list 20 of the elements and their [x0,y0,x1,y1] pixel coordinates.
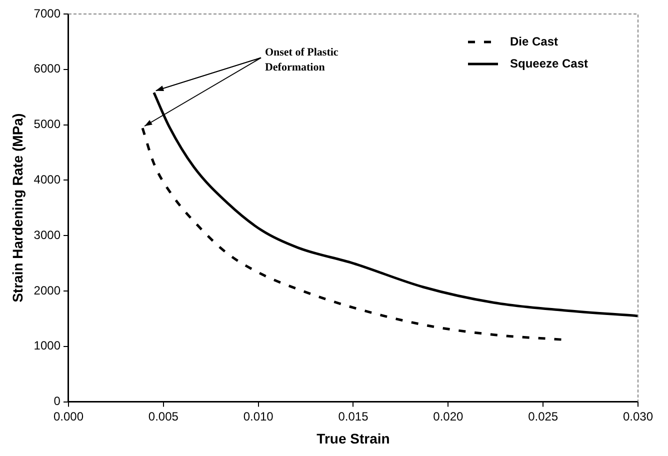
y-axis-title: Strain Hardening Rate (MPa) [9,113,26,302]
y-tick-label: 3000 [34,228,61,242]
y-tick-label: 7000 [34,6,61,20]
y-tick-label: 1000 [34,338,61,353]
x-axis-title: True Strain [316,430,390,446]
x-tick-label: 0.005 [148,409,179,424]
legend-label: Squeeze Cast [510,56,588,70]
y-tick-label: 6000 [34,62,61,76]
y-tick-label: 0 [54,394,61,408]
y-tick-label: 5000 [34,117,61,132]
y-tick-label: 2000 [34,283,61,298]
x-tick-label: 0.025 [528,409,558,424]
x-tick-label: 0.010 [243,409,274,424]
x-tick-label: 0.000 [53,409,84,424]
x-tick-label: 0.015 [338,409,369,424]
annotation: Onset of Plastic Deformation [264,46,338,74]
x-tick-label: 0.030 [622,409,654,424]
legend-label: Die Cast [510,34,558,48]
y-tick-label: 4000 [34,172,61,187]
x-tick-label: 0.020 [433,409,464,424]
